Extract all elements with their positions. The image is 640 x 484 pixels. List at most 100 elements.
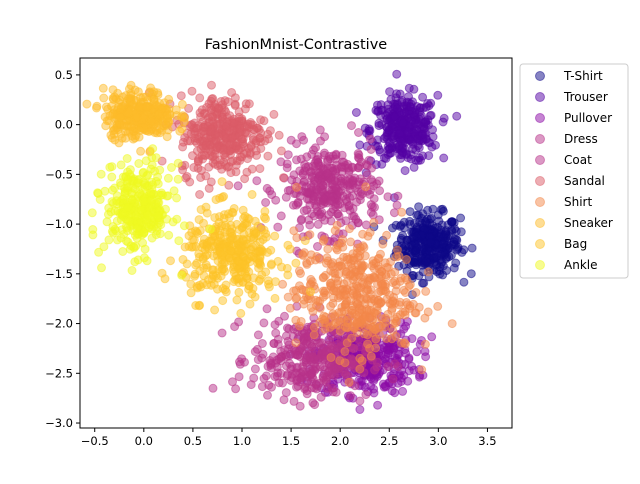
data-point [459, 277, 469, 287]
data-point [392, 104, 402, 114]
data-point [311, 255, 320, 265]
data-point [336, 162, 346, 172]
legend-marker [535, 92, 545, 102]
data-point [378, 239, 388, 249]
data-point [204, 183, 214, 193]
data-point [344, 377, 354, 387]
data-point [311, 155, 321, 165]
data-point [82, 99, 92, 109]
data-point [224, 126, 234, 136]
data-point [284, 351, 294, 361]
data-point [380, 354, 390, 364]
data-point [242, 148, 252, 158]
data-point [248, 284, 258, 293]
data-point [172, 193, 182, 203]
data-point [234, 287, 244, 297]
data-point [135, 126, 145, 136]
data-point [131, 211, 140, 220]
data-point [427, 332, 437, 342]
data-point [418, 278, 427, 288]
data-point [213, 284, 222, 294]
data-point [208, 383, 218, 393]
data-point [299, 299, 309, 309]
data-point [138, 168, 148, 178]
data-point [198, 154, 208, 164]
data-point [372, 317, 382, 327]
data-point [342, 189, 352, 199]
data-point [361, 182, 371, 192]
data-point [306, 166, 316, 176]
data-point [257, 339, 267, 348]
data-point [126, 122, 136, 132]
data-point [433, 90, 443, 100]
legend-marker [535, 134, 545, 144]
data-point [133, 175, 143, 185]
data-point [282, 159, 292, 169]
data-point [309, 330, 319, 340]
legend-marker [535, 239, 545, 249]
data-point [180, 242, 190, 252]
data-point [392, 245, 402, 255]
data-point [359, 261, 369, 271]
data-point [255, 164, 265, 174]
data-point [234, 145, 244, 155]
data-point [142, 102, 152, 112]
data-point [191, 301, 201, 310]
data-point [245, 299, 255, 309]
data-point [156, 190, 166, 200]
data-point [398, 386, 408, 396]
data-point [377, 280, 386, 289]
data-point [118, 92, 128, 102]
data-point [323, 244, 333, 254]
data-point [271, 277, 280, 287]
data-point [300, 236, 310, 246]
data-point [177, 270, 187, 280]
data-point [410, 258, 420, 267]
data-point [151, 176, 161, 186]
data-point [101, 102, 111, 112]
data-point [342, 276, 352, 286]
data-point [259, 374, 269, 383]
data-point [346, 391, 355, 401]
x-tick-label: 3.0 [429, 434, 447, 448]
data-point [179, 221, 189, 231]
data-point [388, 223, 397, 233]
data-point [284, 324, 294, 334]
data-point [244, 99, 254, 109]
data-point [283, 150, 293, 160]
data-point [331, 183, 341, 193]
data-point [125, 165, 135, 175]
data-point [438, 261, 448, 271]
data-point [92, 103, 101, 113]
data-point [174, 236, 184, 246]
data-point [398, 118, 408, 128]
data-point [297, 214, 307, 224]
data-point [154, 109, 164, 119]
data-point [201, 202, 211, 212]
data-point [438, 247, 448, 257]
data-point [255, 247, 264, 256]
data-point [244, 214, 254, 224]
data-point [364, 305, 374, 315]
x-tick-label: 2.0 [331, 434, 349, 448]
data-point [449, 263, 459, 273]
legend-label: Shirt [564, 195, 592, 209]
data-point [151, 153, 161, 163]
data-point [96, 169, 106, 179]
data-point [318, 236, 328, 246]
data-point [355, 140, 365, 150]
data-point [207, 127, 216, 136]
data-point [309, 322, 319, 332]
legend-label: Trouser [563, 90, 608, 104]
x-tick-label: 3.5 [478, 434, 496, 448]
data-point [341, 267, 351, 277]
data-point [231, 160, 241, 170]
data-point [163, 173, 173, 183]
data-point [98, 83, 108, 93]
data-point [401, 298, 411, 307]
data-point [348, 288, 358, 298]
data-point [202, 103, 212, 112]
data-point [116, 104, 126, 114]
data-point [347, 121, 356, 131]
data-point [409, 162, 419, 172]
